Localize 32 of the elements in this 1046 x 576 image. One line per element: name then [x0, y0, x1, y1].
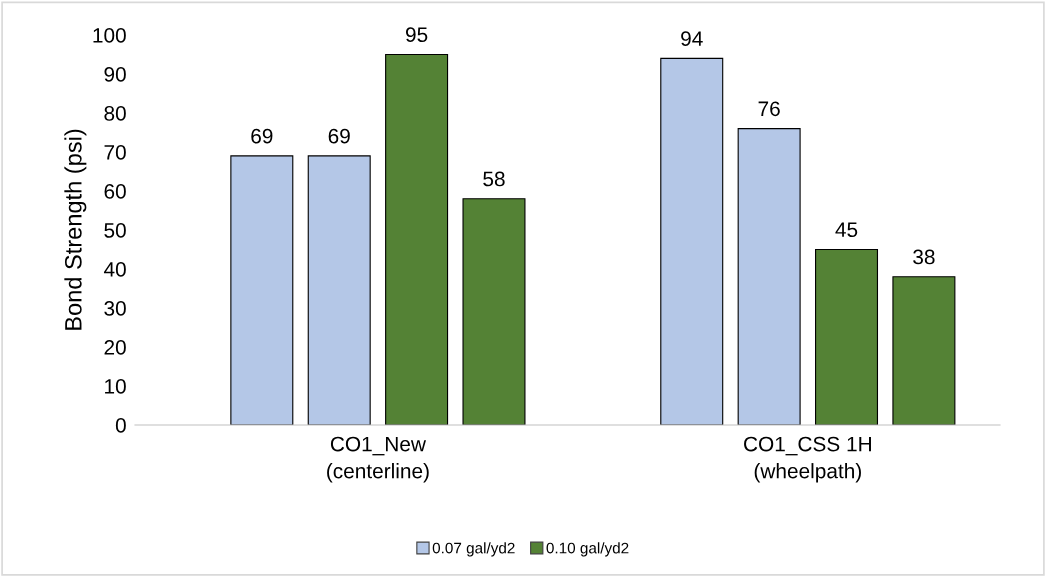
y-tick-label: 10: [105, 379, 126, 394]
bar: [660, 57, 724, 425]
bar: [307, 155, 371, 425]
y-tick-label: 100: [93, 28, 126, 43]
y-tick-label: 0: [115, 418, 126, 433]
x-tick-label: CO1_New (centerline): [327, 436, 429, 483]
y-tick-label: 30: [104, 301, 126, 316]
legend-label: 0.07 gal/yd2: [432, 542, 515, 557]
bar: [230, 155, 294, 425]
legend-label: 0.10 gal/yd2: [546, 542, 629, 557]
x-tick-label: CO1_CSS 1H (wheelpath): [744, 436, 871, 483]
bar: [892, 276, 956, 425]
data-label: 69: [251, 128, 273, 144]
data-label: 38: [913, 249, 935, 265]
y-tick-label: 90: [104, 67, 126, 82]
y-tick-label: 20: [104, 340, 126, 355]
bar: [385, 53, 449, 425]
data-label: 45: [835, 222, 858, 238]
data-label: 95: [405, 27, 428, 43]
y-tick-label: 50: [104, 223, 126, 238]
bar: [737, 128, 801, 425]
bar: [815, 248, 879, 425]
y-tick-label: 80: [104, 106, 126, 121]
bar: [462, 198, 526, 425]
y-tick-label: 60: [104, 184, 126, 199]
data-label: 58: [483, 171, 505, 187]
data-label: 76: [758, 101, 780, 117]
y-tick-label: 40: [103, 262, 126, 277]
y-tick-label: 70: [104, 145, 126, 160]
y-axis-title: Bond Strength (psi): [64, 129, 87, 330]
data-label: 94: [681, 31, 703, 46]
data-label: 69: [328, 128, 350, 144]
